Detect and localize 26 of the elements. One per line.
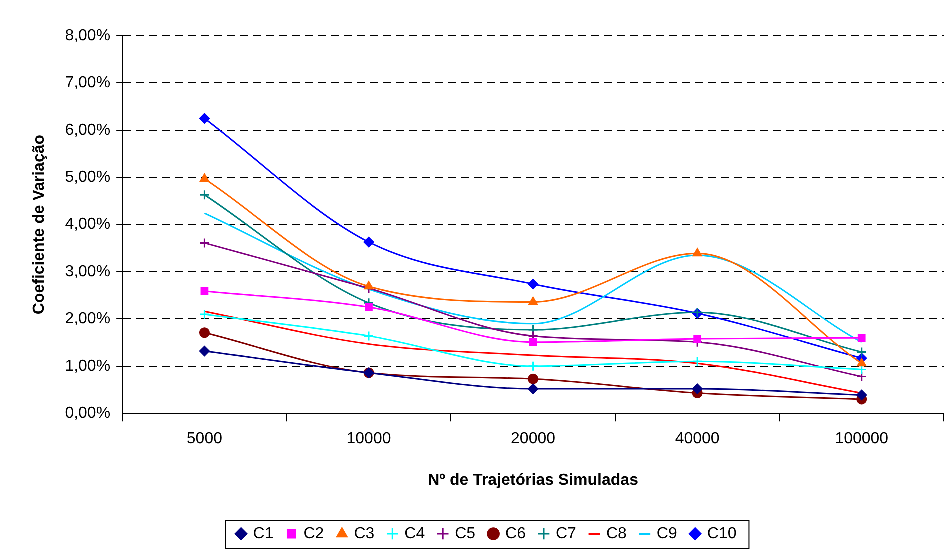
legend-label: C9 bbox=[656, 525, 678, 542]
x-tick-label: 40000 bbox=[675, 430, 720, 448]
legend-label: C10 bbox=[707, 525, 737, 542]
y-tick-label: 6,00% bbox=[65, 122, 111, 139]
legend-label: C1 bbox=[253, 525, 274, 542]
x-tick-label: 20000 bbox=[511, 430, 556, 448]
y-axis-title: Coeficiente de Variação bbox=[31, 134, 48, 315]
y-tick-label: 5,00% bbox=[65, 169, 111, 186]
y-tick-label: 7,00% bbox=[65, 74, 111, 92]
x-tick-label: 100000 bbox=[835, 430, 889, 448]
x-axis-title: Nº de Trajetórias Simuladas bbox=[428, 472, 639, 489]
legend-label: C7 bbox=[556, 525, 577, 542]
legend-label: C4 bbox=[404, 525, 426, 542]
legend-label: C2 bbox=[304, 525, 324, 542]
y-tick-label: 1,00% bbox=[65, 358, 111, 375]
x-tick-label: 5000 bbox=[186, 430, 223, 448]
y-tick-label: 4,00% bbox=[65, 216, 111, 234]
y-tick-label: 8,00% bbox=[65, 27, 111, 44]
legend-label: C6 bbox=[506, 525, 526, 542]
legend-label: C5 bbox=[455, 525, 476, 542]
legend-label: C8 bbox=[606, 525, 628, 542]
legend-label: C3 bbox=[354, 525, 375, 542]
y-tick-label: 3,00% bbox=[65, 263, 111, 280]
y-tick-label: 2,00% bbox=[65, 310, 111, 328]
y-tick-label: 0,00% bbox=[65, 405, 111, 422]
x-tick-label: 10000 bbox=[346, 430, 392, 448]
